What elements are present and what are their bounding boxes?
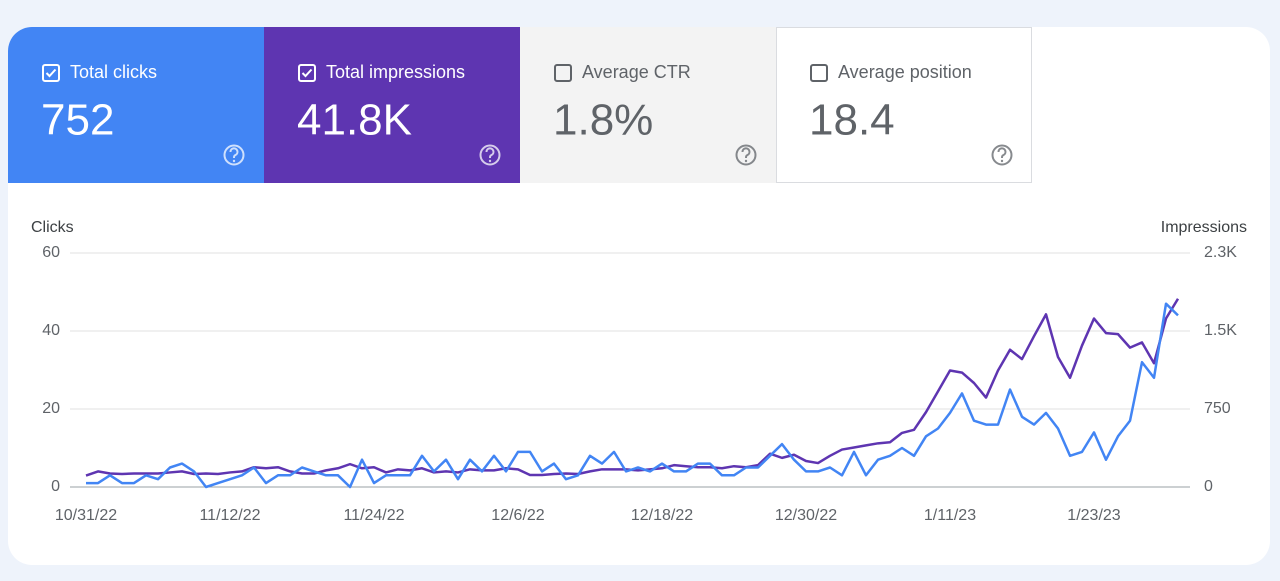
y-tick-label: 0: [51, 478, 60, 495]
help-icon-mark: [997, 147, 1007, 159]
x-tick-label: 12/30/22: [775, 507, 837, 524]
metric-card[interactable]: Average position 18.4: [776, 27, 1032, 183]
metric-card[interactable]: Total impressions 41.8K: [264, 27, 520, 183]
card-bg: [520, 27, 776, 183]
checkbox: [554, 64, 572, 82]
y-tick-label: 20: [42, 400, 60, 417]
y-tick-label: 60: [42, 244, 60, 261]
x-tick-label: 11/12/22: [199, 507, 260, 524]
x-tick-label: 1/11/23: [924, 507, 976, 524]
y2-tick-label: 2.3K: [1204, 244, 1237, 261]
checkbox: [810, 64, 828, 82]
help-icon-mark: [229, 147, 239, 159]
x-tick-label: 12/6/22: [491, 507, 544, 524]
checkmark: [301, 68, 313, 78]
help-icon-dot: [1000, 159, 1004, 163]
help-icon-dot: [488, 159, 492, 163]
y2-tick-label: 0: [1204, 478, 1213, 495]
card-value: 41.8K: [297, 96, 412, 145]
card-label: Average position: [838, 62, 972, 82]
series-line: [86, 302, 1179, 489]
x-tick-label: 11/24/22: [343, 507, 404, 524]
y-tick-label: 40: [42, 322, 60, 339]
card-bg: [776, 27, 1032, 183]
chart: Clicks Impressions 0 20 40 60 0 750 1.5K 2.3K 10…: [31, 219, 1247, 524]
x-tick-label: 10/31/22: [55, 507, 117, 524]
y-axis-title: Clicks: [31, 219, 74, 236]
checkbox: [298, 64, 316, 82]
help-icon-mark: [741, 147, 751, 159]
card-value: 752: [41, 96, 114, 145]
card-value: 1.8%: [553, 96, 653, 145]
help-icon: [991, 144, 1013, 166]
y2-tick-label: 750: [1204, 400, 1231, 417]
card-label: Average CTR: [582, 62, 691, 82]
card-bg: [264, 27, 520, 183]
help-icon-dot: [744, 159, 748, 163]
card-border: [776, 27, 1032, 183]
metric-card[interactable]: Average CTR 1.8%: [520, 27, 776, 183]
x-tick-label: 1/23/23: [1067, 507, 1120, 524]
x-tick-label: 12/18/22: [631, 507, 693, 524]
metric-card[interactable]: Total clicks 752: [8, 27, 264, 183]
help-icon: [223, 144, 245, 166]
checkmark: [45, 68, 57, 78]
y2-axis-title: Impressions: [1161, 219, 1247, 236]
checkbox: [42, 64, 60, 82]
help-icon-dot: [232, 159, 236, 163]
card-value: 18.4: [809, 96, 895, 145]
card-bg: [8, 27, 264, 183]
help-icon-mark: [485, 147, 495, 159]
metric-cards: Total clicks 752 Total impressions 41.8K Ave…: [8, 27, 1032, 183]
card-label: Total impressions: [326, 62, 465, 82]
help-icon: [735, 144, 757, 166]
help-icon: [479, 144, 501, 166]
y2-tick-label: 1.5K: [1204, 322, 1237, 339]
card-label: Total clicks: [70, 62, 157, 82]
